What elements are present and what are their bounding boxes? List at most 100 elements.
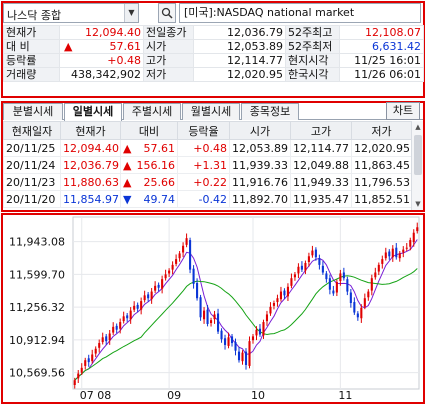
scroll-up-icon[interactable]: ▲ [415, 123, 421, 131]
candle-up [335, 282, 338, 293]
down-arrow-icon: ▼ [123, 192, 132, 206]
tab-1[interactable]: 일별시세 [64, 103, 122, 121]
candle-up [391, 248, 394, 258]
column-header[interactable]: 고가 [290, 121, 352, 140]
quote-value: 12,036.79 [193, 25, 286, 40]
x-tick-label: 11 [338, 389, 352, 402]
low-cell: 12,020.95 [351, 139, 412, 157]
candle-down [300, 265, 303, 270]
candle-up [84, 360, 87, 366]
high-cell: 12,114.77 [290, 139, 352, 157]
candle-up [304, 262, 307, 271]
candle-up [262, 322, 265, 336]
column-header[interactable]: 등락율 [177, 121, 230, 140]
candle-up [178, 253, 181, 259]
candle-up [241, 352, 244, 362]
candle-up [171, 264, 174, 270]
candle-up [381, 259, 384, 264]
candle-down [349, 292, 352, 303]
table-scrollbar[interactable]: ▲ ▼ [411, 121, 423, 210]
column-header[interactable]: 저가 [351, 121, 412, 140]
scroll-down-icon[interactable]: ▼ [415, 200, 421, 208]
date-cell: 20/11/23 [3, 173, 61, 191]
candle-down [356, 313, 359, 318]
price-chart[interactable]: 11,943.08 11,599.70 11,256.32 10,912.94 10,5… [3, 215, 423, 402]
chevron-down-icon[interactable]: ▼ [124, 4, 138, 22]
candle-down [230, 336, 234, 344]
tab-2[interactable]: 주별시세 [123, 103, 181, 120]
tab-bar: 분별시세 일별시세 주별시세 월별시세 종목정보 [3, 103, 423, 121]
candle-down [157, 284, 160, 288]
candle-down [244, 351, 248, 365]
ma-slow-line [74, 268, 418, 381]
rate-cell: +1.31 [177, 156, 230, 174]
candle-up [405, 247, 408, 249]
candle-down [258, 328, 262, 335]
column-header[interactable]: 현재일자 [3, 121, 61, 140]
quote-value: 12,114.77 [193, 53, 286, 68]
quote-row: 등락률 +0.48 고가 12,114.77 현지시각 11/25 16:01 [3, 53, 424, 68]
candle-up [286, 286, 289, 297]
candle-up [384, 252, 387, 259]
candle-up [279, 291, 282, 300]
candle-up [339, 273, 342, 282]
rate-cell: -0.42 [177, 190, 230, 208]
candle-down [216, 313, 220, 332]
candle-up [73, 380, 76, 385]
candle-up [168, 270, 171, 274]
column-header[interactable]: 시가 [229, 121, 291, 140]
quote-row: 현재가 12,094.40 전일종가 12,036.79 52주최고 12,108.07 [3, 25, 424, 40]
table-row[interactable]: 20/11/20 11,854.97 ▼ 49.74 -0.42 11,892.70 11,… [3, 190, 412, 208]
market-name: [미국]:NASDAQ national market [179, 3, 421, 23]
candle-up [98, 343, 101, 348]
candle-up [80, 367, 83, 373]
low-cell: 11,796.53 [351, 173, 412, 191]
chart-button[interactable]: 차트 [386, 102, 420, 120]
table-row[interactable]: 20/11/25 12,094.40 ▲ 57.61 +0.48 12,053.89 12,… [3, 139, 412, 157]
tab-3[interactable]: 월별시세 [182, 103, 240, 120]
candle-down [115, 325, 118, 330]
candle-down [87, 358, 90, 363]
open-cell: 12,053.89 [229, 139, 291, 157]
rate-cell: +0.22 [177, 173, 230, 191]
candle-down [223, 338, 227, 345]
candle-up [360, 307, 363, 319]
quote-value: 12,020.95 [193, 67, 286, 82]
diff-value: 57.61 [143, 141, 176, 155]
candle-up [374, 272, 377, 278]
table-row[interactable]: 20/11/23 11,880.63 ▲ 25.66 +0.22 11,916.76 11,… [3, 173, 412, 191]
symbol-combobox[interactable]: 나스닥 종합 ▼ [3, 3, 139, 23]
search-bar: 나스닥 종합 ▼ [미국]:NASDAQ national market [3, 3, 423, 23]
candle-up [112, 326, 115, 333]
open-cell: 11,892.70 [229, 190, 291, 208]
table-row[interactable]: 20/11/24 12,036.79 ▲ 156.16 +1.31 11,939.33 12… [3, 156, 412, 174]
open-cell: 11,916.76 [229, 173, 291, 191]
column-header[interactable]: 현재가 [60, 121, 121, 140]
tab-0[interactable]: 분별시세 [3, 103, 63, 120]
up-arrow-icon: ▲ [64, 40, 73, 53]
candle-down [206, 309, 209, 324]
chart-panel-frame [1, 213, 425, 404]
candle-up [276, 298, 279, 303]
tab-4[interactable]: 종목정보 [241, 103, 299, 120]
candle-down [318, 258, 321, 265]
candle-up [255, 329, 258, 336]
candle-up [272, 303, 276, 306]
quote-value: 438,342,902 [59, 67, 144, 82]
candle-up [311, 250, 314, 256]
candle-up [227, 337, 230, 346]
quote-grid: 현재가 12,094.40 전일종가 12,036.79 52주최고 12,108.07 대… [3, 25, 424, 82]
quote-value: 11/25 16:01 [339, 53, 424, 68]
candle-down [346, 279, 349, 292]
quote-row: 거래량 438,342,902 저가 12,020.95 한국시각 11/26 06:01 [3, 67, 424, 82]
candle-down [353, 302, 356, 313]
candle-down [283, 290, 286, 296]
scroll-thumb[interactable] [414, 135, 422, 175]
search-button[interactable] [158, 3, 176, 23]
diff-cell: ▲ 156.16 [120, 156, 178, 174]
candle-down [192, 268, 195, 284]
column-header[interactable]: 대비 [120, 121, 178, 140]
candle-down [196, 282, 199, 299]
up-arrow-icon: ▲ [123, 158, 132, 172]
price-cell: 12,036.79 [60, 156, 121, 174]
